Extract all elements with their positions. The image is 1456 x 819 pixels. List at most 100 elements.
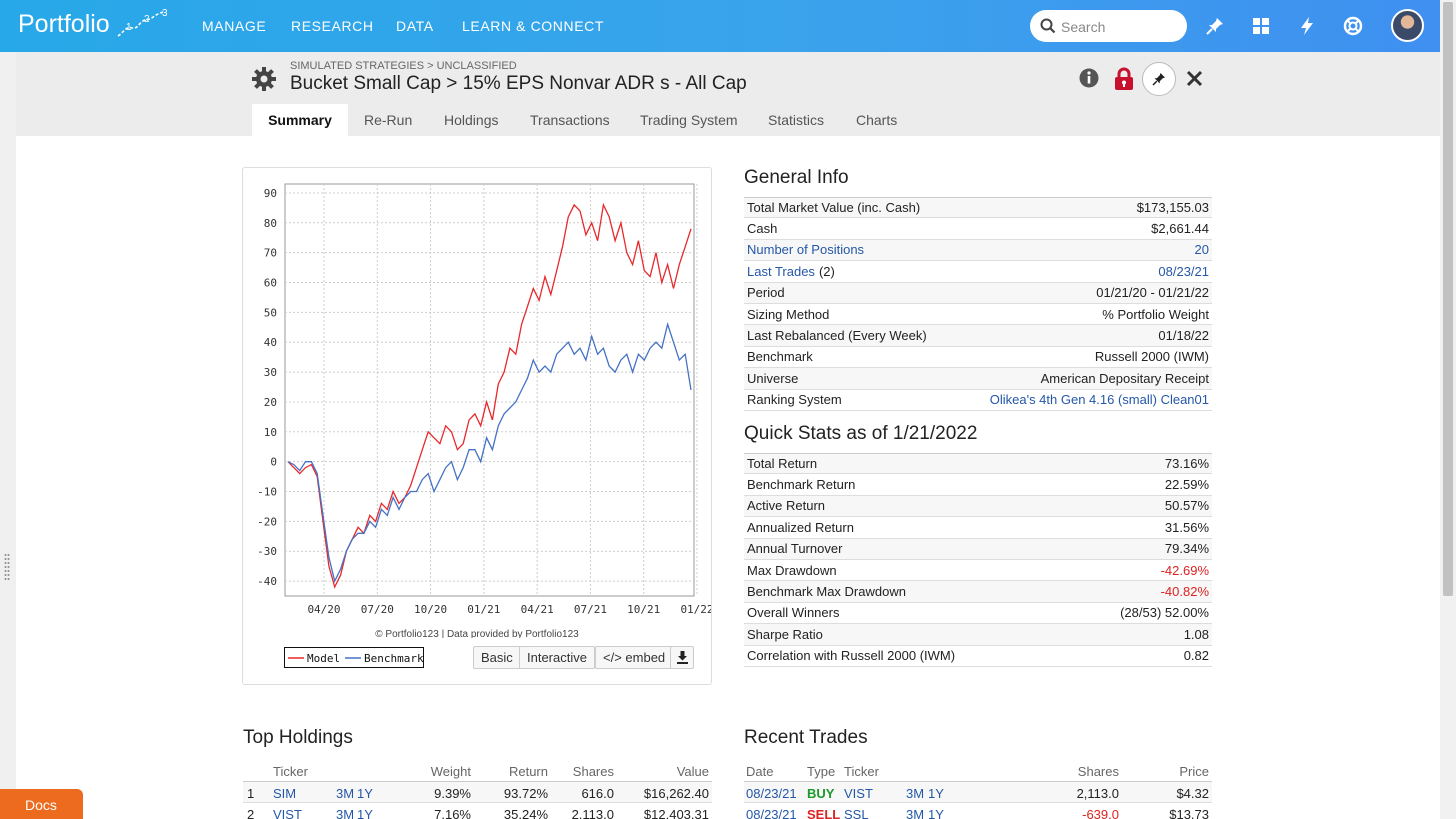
support-icon[interactable] <box>1341 14 1365 38</box>
performance-chart[interactable]: 90 80 70 60 50 40 30 20 10 0 -10 -20 -30 -40 04/20 07/2… <box>243 168 711 638</box>
pin-button[interactable] <box>1142 62 1176 96</box>
period-3m-link[interactable]: 3M <box>906 786 925 801</box>
info-label: Benchmark Return <box>747 477 855 492</box>
scrollbar-thumb[interactable] <box>1443 2 1453 596</box>
info-value[interactable]: Olikea's 4th Gen 4.16 (small) Clean01 <box>989 392 1209 408</box>
info-value: 0.82 <box>1183 648 1209 664</box>
info-label: Ranking System <box>747 392 842 407</box>
shares-value: 616.0 <box>581 786 614 801</box>
info-label-text: Benchmark <box>747 349 813 365</box>
period-1y-link[interactable]: 1Y <box>357 786 373 801</box>
info-label-text: Sizing Method <box>747 306 830 322</box>
info-value: 22.59% <box>1164 477 1209 493</box>
y-tick-label: 70 <box>264 247 277 260</box>
period-1y-link[interactable]: 1Y <box>928 807 944 819</box>
docs-button[interactable]: Docs <box>0 789 83 819</box>
info-label-text: Correlation with Russell 2000 (IWM) <box>747 648 956 664</box>
trade-date-link[interactable]: 08/23/21 <box>746 786 797 801</box>
period-3m-link[interactable]: 3M <box>336 786 355 801</box>
trade-date-link[interactable]: 08/23/21 <box>746 807 797 819</box>
embed-button[interactable]: </> embed <box>595 646 674 669</box>
tab-holdings[interactable]: Holdings <box>444 112 499 128</box>
x-tick-label: 10/21 <box>627 603 660 616</box>
info-label: Total Market Value (inc. Cash) <box>747 200 920 215</box>
col-ticker[interactable]: Ticker <box>273 764 308 779</box>
info-value: % Portfolio Weight <box>1102 306 1209 322</box>
gear-icon[interactable] <box>251 66 277 92</box>
info-value: 31.56% <box>1164 519 1209 535</box>
info-label[interactable]: Number of Positions <box>747 242 864 257</box>
nav-research[interactable]: RESEARCH <box>291 18 374 34</box>
ticker-link[interactable]: VIST <box>844 786 873 801</box>
logo-steps-icon: 1 2 3 <box>117 8 168 37</box>
legend-label[interactable]: Benchmark <box>364 652 424 665</box>
tab-summary[interactable]: Summary <box>252 104 348 136</box>
col-weight[interactable]: Weight <box>430 764 471 779</box>
y-tick-label: 0 <box>270 456 277 469</box>
info-label-text: Last Trades <box>747 263 815 279</box>
info-value: $2,661.44 <box>1151 221 1209 237</box>
info-label: Annualized Return <box>747 520 854 535</box>
tab-charts[interactable]: Charts <box>856 112 898 128</box>
y-tick-label: 40 <box>264 336 277 349</box>
nav-data[interactable]: DATA <box>396 18 434 34</box>
tab-transactions[interactable]: Transactions <box>530 112 610 128</box>
info-label-text: Ranking System <box>747 392 842 408</box>
market-value: $16,262.40 <box>643 786 709 801</box>
chart-credit: © Portfolio123 | Data provided by Portfo… <box>375 629 579 638</box>
info-label-text: Period <box>747 285 785 301</box>
search-input[interactable]: Search <box>1030 10 1187 42</box>
period-3m-link[interactable]: 3M <box>906 807 925 819</box>
table-row: 08/23/21 SELL SSL 3M 1Y -639.0 $13.73 <box>744 803 1212 819</box>
drag-handle-icon[interactable] <box>4 553 10 583</box>
ticker-link[interactable]: SIM <box>273 786 297 801</box>
series-line-benchmark[interactable] <box>287 321 692 583</box>
ticker-link[interactable]: VIST <box>273 807 302 819</box>
tab-trading-system[interactable]: Trading System <box>640 112 738 128</box>
recent-trades-title: Recent Trades <box>744 727 868 748</box>
col-type[interactable]: Type <box>807 764 836 779</box>
shares-value: -639.0 <box>1082 807 1119 819</box>
pin-icon[interactable] <box>1203 14 1227 38</box>
weight-value: 9.39% <box>434 786 471 801</box>
user-avatar[interactable] <box>1391 9 1424 42</box>
lightning-icon[interactable] <box>1295 14 1319 38</box>
nav-manage[interactable]: MANAGE <box>202 18 267 34</box>
period-1y-link[interactable]: 1Y <box>928 786 944 801</box>
x-tick-label: 01/22 <box>680 603 711 616</box>
logo[interactable]: Portfolio <box>18 10 110 38</box>
dashboard-icon[interactable] <box>1249 14 1273 38</box>
info-value[interactable]: 08/23/21 <box>1158 263 1209 279</box>
col-price[interactable]: Price <box>1179 764 1209 779</box>
info-label: Max Drawdown <box>747 563 837 578</box>
info-icon[interactable] <box>1078 67 1100 89</box>
info-row: Correlation with Russell 2000 (IWM) 0.82 <box>744 646 1212 667</box>
info-value[interactable]: 20 <box>1194 242 1209 258</box>
info-label[interactable]: Last Trades (2) <box>747 264 835 279</box>
plot-area <box>284 183 695 597</box>
col-value[interactable]: Value <box>676 764 709 779</box>
legend-label[interactable]: Model <box>307 652 340 665</box>
x-tick-label: 10/20 <box>414 603 447 616</box>
tab-statistics[interactable]: Statistics <box>768 112 825 128</box>
tab-rerun[interactable]: Re-Run <box>364 112 413 128</box>
interactive-button[interactable]: Interactive <box>519 646 595 669</box>
col-shares[interactable]: Shares <box>572 764 614 779</box>
col-ticker[interactable]: Ticker <box>844 764 879 779</box>
col-return[interactable]: Return <box>508 764 548 779</box>
ticker-link[interactable]: SSL <box>844 807 869 819</box>
nav-learn-connect[interactable]: LEARN & CONNECT <box>462 18 605 34</box>
return-value: 35.24% <box>503 807 548 819</box>
table-header: Date Type Ticker Shares Price <box>744 760 1212 782</box>
lock-icon[interactable] <box>1113 67 1135 91</box>
period-3m-link[interactable]: 3M <box>336 807 355 819</box>
col-shares[interactable]: Shares <box>1077 764 1119 779</box>
col-date[interactable]: Date <box>746 764 774 779</box>
period-1y-link[interactable]: 1Y <box>357 807 373 819</box>
series-line-model[interactable] <box>287 202 692 589</box>
close-icon[interactable] <box>1186 70 1203 87</box>
info-row: Last Rebalanced (Every Week) 01/18/22 <box>744 325 1212 347</box>
download-button[interactable] <box>670 646 694 669</box>
basic-button[interactable]: Basic <box>473 646 521 669</box>
breadcrumb[interactable]: SIMULATED STRATEGIES > UNCLASSIFIED <box>290 60 517 72</box>
